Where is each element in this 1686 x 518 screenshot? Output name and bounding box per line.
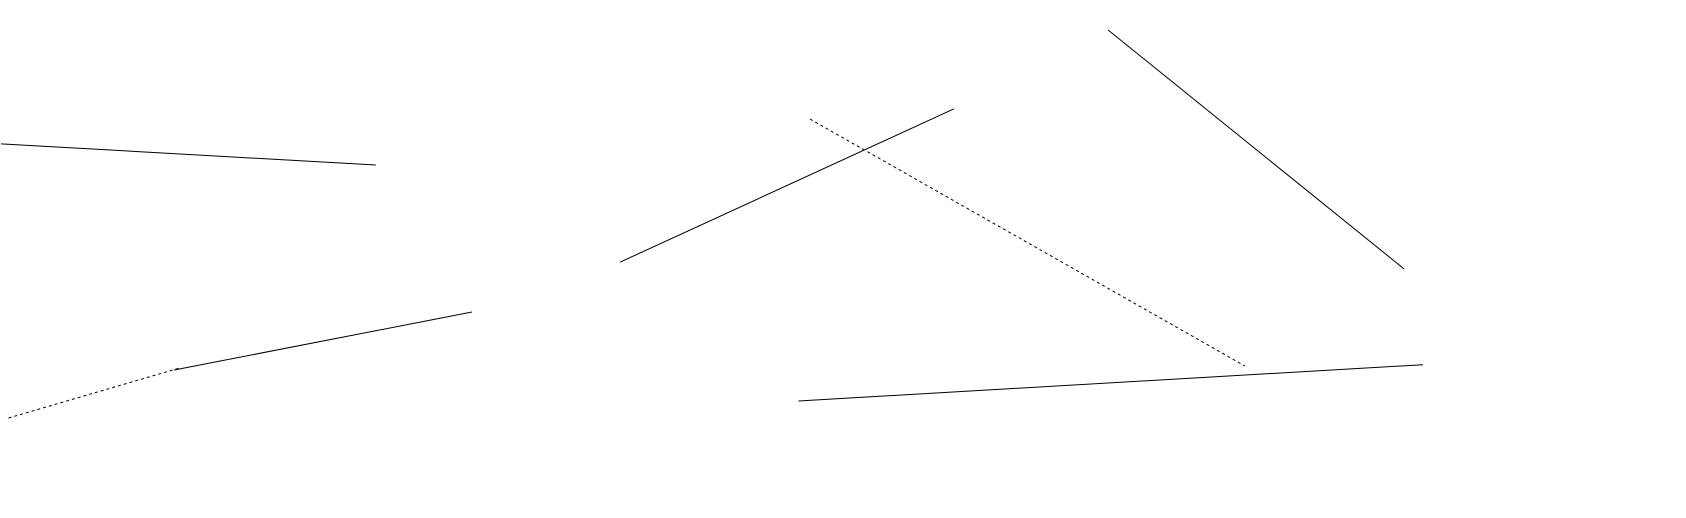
links xyxy=(0,29,1424,419)
association-link xyxy=(798,364,1424,402)
association-link xyxy=(0,143,376,166)
dependency-link xyxy=(809,118,1246,367)
association-link xyxy=(174,311,473,371)
association-link xyxy=(1107,29,1405,270)
association-link xyxy=(619,108,955,263)
